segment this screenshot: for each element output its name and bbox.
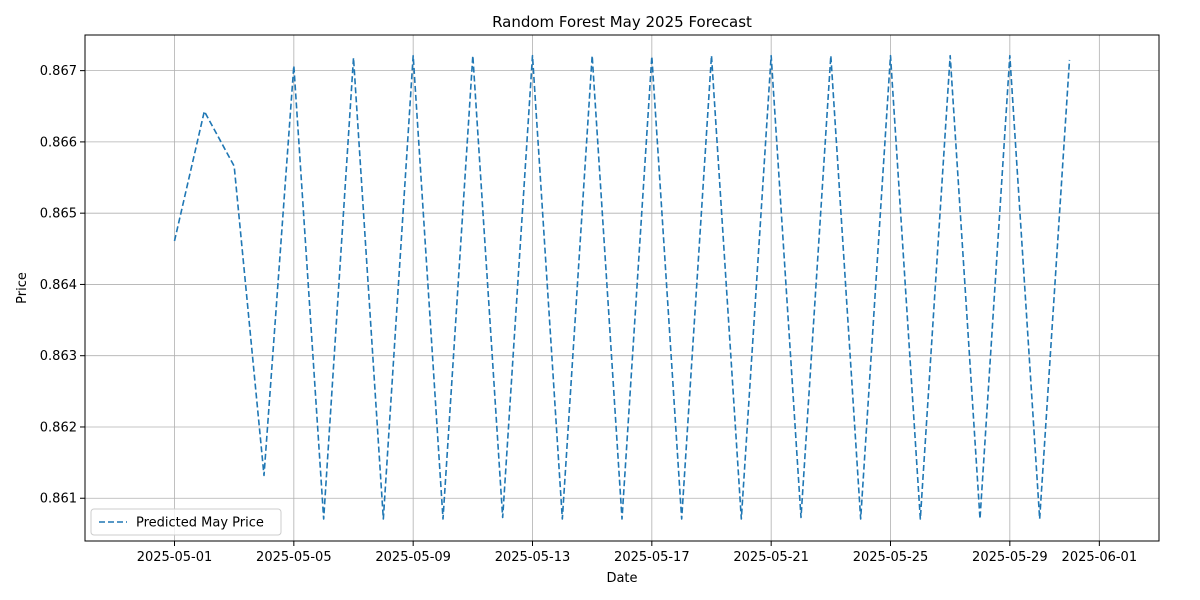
y-tick-label: 0.863: [40, 349, 77, 364]
series-layer: [173, 54, 1071, 520]
y-tick-label: 0.864: [40, 278, 77, 293]
x-tick-label: 2025-05-09: [375, 550, 451, 565]
series-line-predicted-may-price: [173, 54, 1071, 520]
legend-label: Predicted May Price: [136, 516, 264, 531]
x-tick-label: 2025-05-17: [614, 550, 690, 565]
chart-title: Random Forest May 2025 Forecast: [492, 13, 752, 31]
grid-lines: [85, 35, 1159, 541]
legend: Predicted May Price: [90, 508, 282, 536]
y-tick-label: 0.865: [40, 207, 77, 222]
x-tick-label: 2025-05-01: [137, 550, 213, 565]
x-tick-label: 2025-05-29: [972, 550, 1048, 565]
legend-box: [90, 508, 282, 536]
y-tick-label: 0.866: [40, 135, 77, 150]
y-tick-label: 0.862: [40, 420, 77, 435]
y-axis-title: Price: [15, 272, 30, 304]
axis-ticks: 2025-05-01 2025-05-05 2025-05-09 2025-05-13…: [40, 64, 1137, 565]
y-tick-label: 0.867: [40, 64, 77, 79]
x-tick-label: 2025-05-21: [733, 550, 809, 565]
y-tick-label: 0.861: [40, 492, 77, 507]
x-tick-label: 2025-06-01: [1062, 550, 1138, 565]
x-tick-label: 2025-05-13: [495, 550, 571, 565]
x-tick-label: 2025-05-25: [853, 550, 929, 565]
x-axis-title: Date: [606, 571, 637, 586]
plot-frame: [84, 34, 1160, 542]
x-tick-label: 2025-05-05: [256, 550, 332, 565]
